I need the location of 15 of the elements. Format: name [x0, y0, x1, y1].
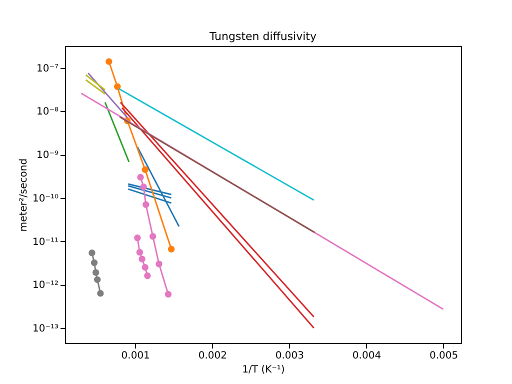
- y-tick-label: 10⁻⁸: [36, 106, 58, 118]
- x-axis-title: 1/T (K⁻¹): [242, 364, 285, 376]
- x-tick-label: 0.001: [121, 350, 150, 362]
- x-tick-label: 0.004: [352, 350, 382, 362]
- y-tick-label: 10⁻¹¹: [32, 236, 58, 248]
- x-tick-label: 0.005: [429, 350, 458, 362]
- x-tick-label: 0.002: [198, 350, 227, 362]
- y-axis-title: meter²/second: [18, 158, 30, 232]
- y-tick-label: 10⁻¹⁰: [32, 193, 58, 204]
- x-tick-label: 0.003: [275, 350, 304, 362]
- y-tick-label: 10⁻¹²: [32, 280, 58, 292]
- y-tick-label: 10⁻⁹: [36, 150, 58, 162]
- y-tick-label: 10⁻¹³: [32, 323, 58, 334]
- chart-title: Tungsten diffusivity: [208, 30, 317, 43]
- y-tick-label: 10⁻⁷: [36, 63, 58, 74]
